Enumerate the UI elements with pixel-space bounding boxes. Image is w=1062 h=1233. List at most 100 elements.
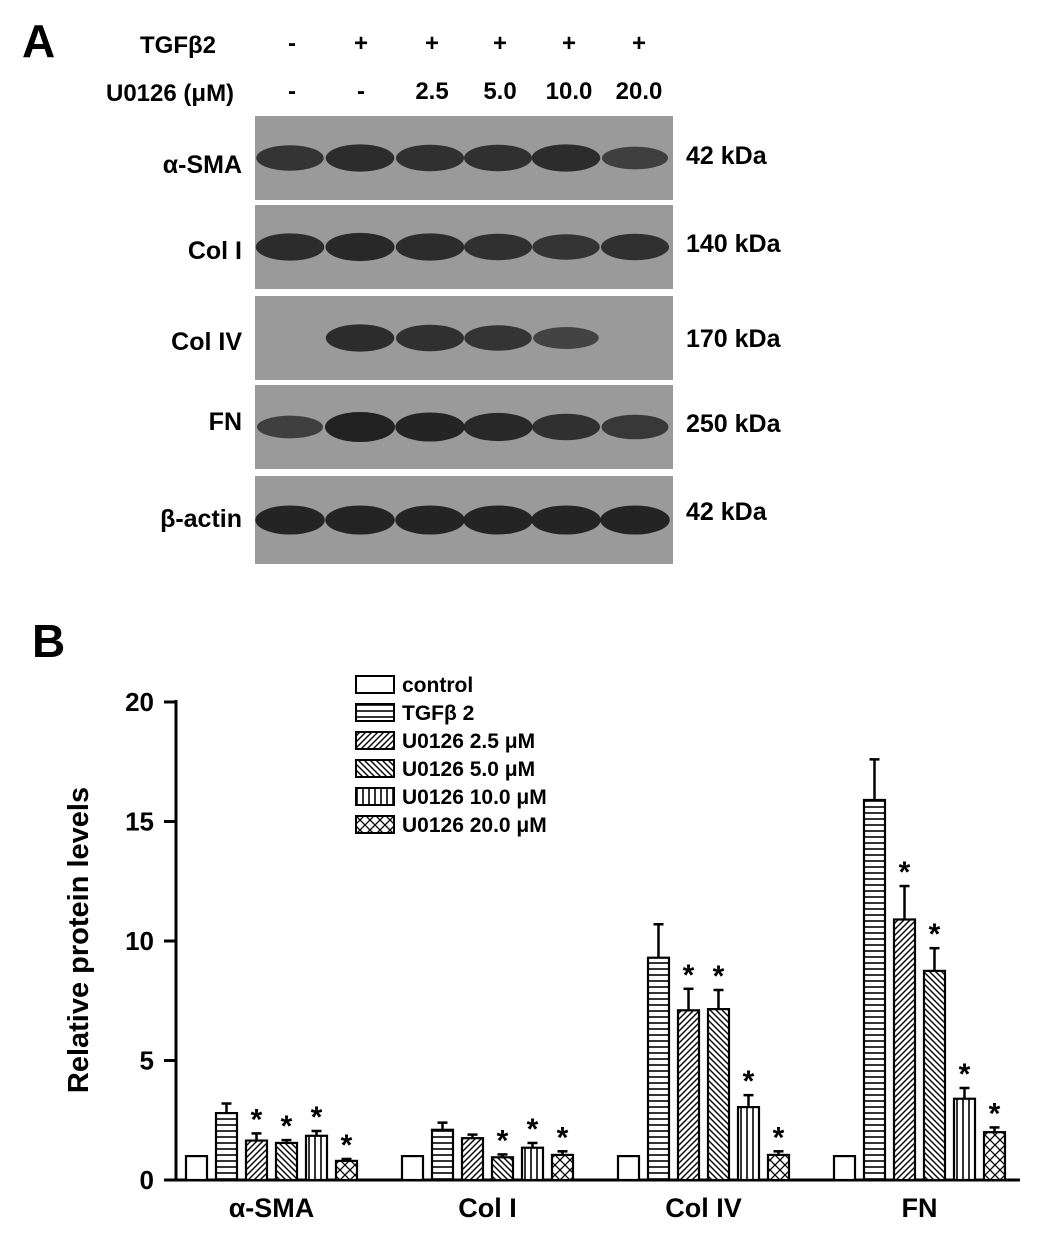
blot-band (600, 505, 670, 535)
bar (892, 918, 917, 1182)
bar (982, 1131, 1007, 1182)
legend-swatch (355, 731, 395, 750)
blot-strip (255, 296, 673, 380)
blot-band (463, 412, 533, 442)
panel-a-letter: A (22, 15, 56, 67)
legend-label: U0126 2.5 μM (402, 730, 535, 753)
blot-band (531, 144, 601, 172)
bar (214, 1111, 239, 1182)
treatment-value: 5.0 (483, 78, 517, 105)
significance-marker: * (497, 1124, 509, 1157)
treatment-value: 10.0 (545, 78, 593, 105)
blot-molecular-weight: 250 kDa (686, 410, 781, 438)
bar (334, 1159, 359, 1182)
bar (676, 1009, 701, 1182)
significance-marker: * (713, 960, 725, 993)
blot-band (255, 233, 325, 261)
significance-marker: * (929, 918, 941, 951)
blot-band (396, 144, 464, 172)
blot-band (601, 233, 669, 261)
blot-protein-label: β-actin (160, 505, 242, 533)
blot-band (255, 505, 325, 535)
treatment-value: - (288, 78, 296, 105)
y-axis-label: Relative protein levels (63, 787, 95, 1093)
treatment-value: + (631, 30, 646, 57)
blot-band (532, 234, 600, 260)
significance-marker: * (527, 1113, 539, 1146)
blot-molecular-weight: 140 kDa (686, 230, 781, 258)
y-tick-label: 0 (140, 1165, 154, 1195)
blot-band (464, 325, 532, 351)
blot-protein-label: Col I (187, 237, 242, 265)
treatment-value: - (357, 78, 365, 105)
bar (490, 1156, 515, 1182)
treatment-value: 2.5 (415, 78, 449, 105)
legend-swatch (355, 675, 395, 694)
legend-label: TGFβ 2 (402, 702, 474, 725)
treatment-value: + (424, 30, 439, 57)
blot-band (602, 146, 668, 170)
significance-marker: * (683, 959, 695, 992)
blot-band (395, 412, 465, 442)
blot-band (325, 505, 395, 535)
legend-swatch (355, 703, 395, 722)
treatment-label-u0126: U0126 (μM) (106, 80, 235, 107)
blot-strip (255, 476, 673, 564)
treatment-value: 20.0 (615, 78, 663, 105)
y-tick-label: 15 (125, 807, 154, 837)
bar (520, 1146, 545, 1182)
blot-band (325, 412, 395, 442)
significance-marker: * (341, 1129, 353, 1162)
legend-label: control (402, 674, 473, 697)
x-tick-label: FN (902, 1193, 938, 1223)
bar (646, 956, 671, 1182)
legend-swatch (355, 787, 395, 806)
bar (550, 1153, 575, 1182)
blot-strip (255, 116, 673, 200)
bar (616, 1154, 641, 1182)
bar (766, 1153, 791, 1182)
y-tick-label: 20 (125, 687, 154, 717)
significance-marker: * (281, 1110, 293, 1143)
blot-band (257, 415, 323, 439)
blot-molecular-weight: 170 kDa (686, 325, 781, 353)
legend-swatch (355, 759, 395, 778)
panel-b-letter: B (32, 615, 66, 667)
blot-band (256, 145, 324, 171)
blot-protein-label: Col IV (171, 328, 242, 356)
treatment-label-tgfb2: TGFβ2 (140, 32, 216, 59)
bar (952, 1097, 977, 1182)
blot-strip (255, 205, 673, 289)
blot-band (395, 233, 465, 261)
bar (244, 1139, 269, 1182)
treatment-value: - (288, 30, 296, 57)
blot-band (325, 232, 395, 262)
blot-molecular-weight: 42 kDa (686, 142, 767, 170)
bar (274, 1141, 299, 1182)
bar (184, 1154, 209, 1182)
blot-band (601, 414, 669, 440)
bar (736, 1106, 761, 1182)
significance-marker: * (251, 1103, 263, 1136)
blot-band (533, 327, 599, 349)
blot-band (396, 324, 464, 352)
treatment-value: + (561, 30, 576, 57)
bar (304, 1134, 329, 1182)
significance-marker: * (311, 1101, 323, 1134)
x-tick-label: Col I (458, 1193, 517, 1223)
bar (922, 969, 947, 1182)
blot-band (325, 324, 395, 352)
significance-marker: * (557, 1121, 569, 1154)
significance-marker: * (743, 1065, 755, 1098)
legend-label: U0126 10.0 μM (402, 786, 547, 809)
legend-swatch (355, 815, 395, 834)
x-tick-label: Col IV (665, 1193, 742, 1223)
significance-marker: * (773, 1121, 785, 1154)
bar (862, 798, 887, 1182)
y-tick-label: 5 (140, 1046, 154, 1076)
bar (706, 1008, 731, 1182)
significance-marker: * (959, 1058, 971, 1091)
bar (460, 1137, 485, 1182)
blot-band (464, 233, 532, 261)
